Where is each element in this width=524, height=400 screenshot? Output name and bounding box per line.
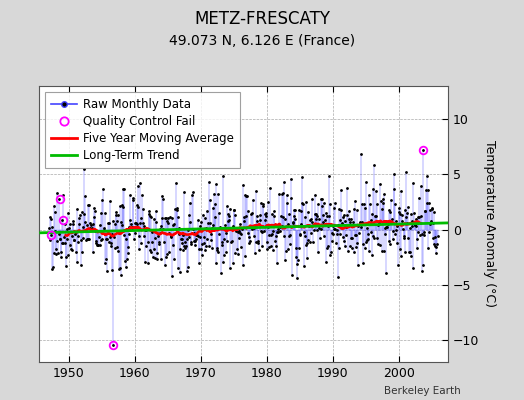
Y-axis label: Temperature Anomaly (°C): Temperature Anomaly (°C) — [483, 140, 496, 308]
Text: METZ-FRESCATY: METZ-FRESCATY — [194, 10, 330, 28]
Text: 49.073 N, 6.126 E (France): 49.073 N, 6.126 E (France) — [169, 34, 355, 48]
Text: Berkeley Earth: Berkeley Earth — [385, 386, 461, 396]
Legend: Raw Monthly Data, Quality Control Fail, Five Year Moving Average, Long-Term Tren: Raw Monthly Data, Quality Control Fail, … — [45, 92, 240, 168]
